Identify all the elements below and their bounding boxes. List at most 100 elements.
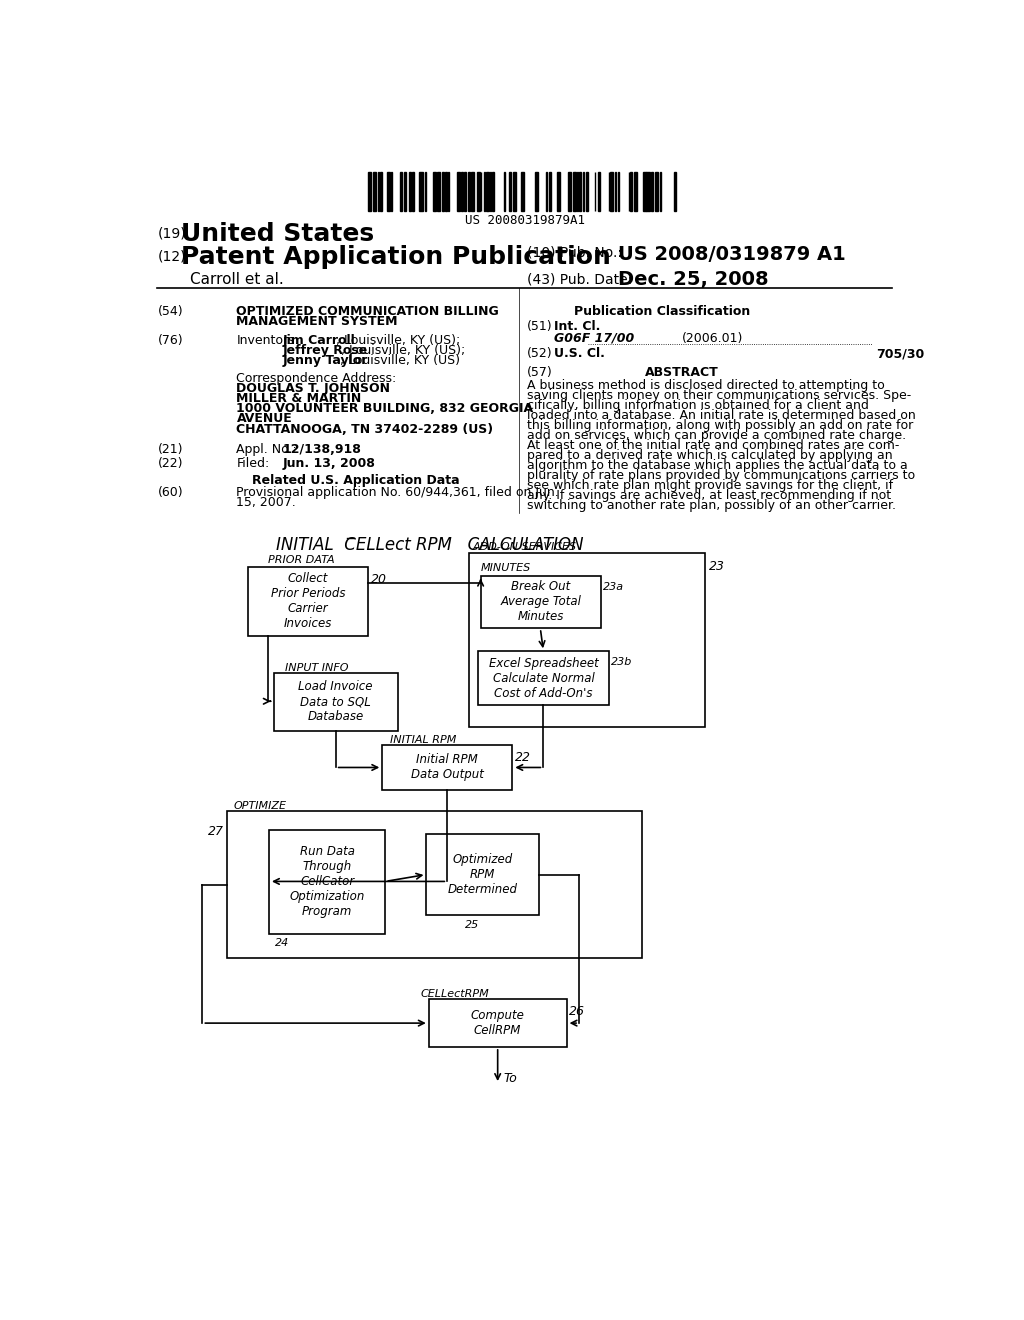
Text: Optimized
RPM
Determined: Optimized RPM Determined [447,854,517,896]
Text: (60): (60) [158,487,183,499]
Text: Jim Carroll: Jim Carroll [283,334,355,347]
Text: Compute
CellRPM: Compute CellRPM [471,1008,524,1038]
Text: Appl. No.:: Appl. No.: [237,444,297,457]
Bar [557,173,560,211]
Text: , Louisville, KY (US);: , Louisville, KY (US); [336,334,460,347]
Text: CELLectRPM: CELLectRPM [421,989,489,999]
Bar [273,673,397,730]
Text: Correspondence Address:: Correspondence Address: [237,372,396,385]
Text: INPUT INFO: INPUT INFO [286,663,349,673]
Text: (52): (52) [527,347,553,360]
Text: 20: 20 [372,573,387,586]
Text: 23a: 23a [603,582,625,591]
Text: Load Invoice
Data to SQL
Database: Load Invoice Data to SQL Database [298,680,373,723]
Bar [579,173,582,211]
Bar [269,830,385,933]
Bar [513,173,515,211]
Bar [486,173,489,211]
Bar [387,173,390,211]
Bar [420,173,423,211]
Text: (2006.01): (2006.01) [682,331,743,345]
Text: (54): (54) [158,305,183,318]
Text: see which rate plan might provide savings for the client, if: see which rate plan might provide saving… [527,479,893,492]
Text: G06F 17/00: G06F 17/00 [554,331,635,345]
Bar [586,173,589,211]
Text: (19): (19) [158,226,186,240]
Bar [568,173,571,211]
Bar [643,173,646,211]
Bar [445,173,446,211]
Bar [598,173,600,211]
Bar [373,173,376,211]
Bar [489,173,492,211]
Text: MINUTES: MINUTES [480,562,530,573]
Text: Int. Cl.: Int. Cl. [554,321,601,333]
Bar [227,812,642,958]
Text: CHATTANOOGA, TN 37402-2289 (US): CHATTANOOGA, TN 37402-2289 (US) [237,422,494,436]
Bar [546,173,547,211]
Text: (12): (12) [158,249,186,263]
Bar [409,173,411,211]
Text: Dec. 25, 2008: Dec. 25, 2008 [617,271,768,289]
Bar [610,173,613,211]
Bar [429,999,566,1047]
Text: Break Out
Average Total
Minutes: Break Out Average Total Minutes [501,581,582,623]
Bar [469,553,706,726]
Text: (10) Pub. No.:: (10) Pub. No.: [527,246,623,260]
Bar [480,576,601,628]
Bar [674,173,676,211]
Bar [464,173,466,211]
Text: this billing information, along with possibly an add on rate for: this billing information, along with pos… [527,418,913,432]
Text: INITIAL RPM: INITIAL RPM [390,735,457,744]
Text: 23b: 23b [611,657,632,668]
Text: OPTIMIZE: OPTIMIZE [233,801,287,812]
Text: 12/138,918: 12/138,918 [283,444,361,457]
Text: Jun. 13, 2008: Jun. 13, 2008 [283,457,376,470]
Text: AVENUE: AVENUE [237,412,292,425]
Text: US 20080319879A1: US 20080319879A1 [465,214,585,227]
Text: 15, 2007.: 15, 2007. [237,496,296,510]
Text: Carroll et al.: Carroll et al. [190,272,284,288]
Bar [412,173,414,211]
Bar [478,651,608,705]
Text: MILLER & MARTIN: MILLER & MARTIN [237,392,361,405]
Text: 1000 VOLUNTEER BUILDING, 832 GEORGIA: 1000 VOLUNTEER BUILDING, 832 GEORGIA [237,403,534,416]
Bar [432,173,435,211]
Text: algorithm to the database which applies the actual data to a: algorithm to the database which applies … [527,459,908,471]
Text: MANAGEMENT SYSTEM: MANAGEMENT SYSTEM [237,314,398,327]
Text: Collect
Prior Periods
Carrier
Invoices: Collect Prior Periods Carrier Invoices [271,572,345,630]
Bar [248,566,369,636]
Text: switching to another rate plan, possibly of an other carrier.: switching to another rate plan, possibly… [527,499,896,512]
Text: any. If savings are achieved, at least recommending if not: any. If savings are achieved, at least r… [527,488,891,502]
Bar [403,173,407,211]
Bar [437,173,440,211]
Bar [572,173,575,211]
Text: Patent Application Publication: Patent Application Publication [180,246,610,269]
Text: saving clients money on their communications services. Spe-: saving clients money on their communicat… [527,388,911,401]
Text: Jenny Taylor: Jenny Taylor [283,354,369,367]
Bar [651,173,653,211]
Text: , Louisville, KY (US): , Louisville, KY (US) [340,354,460,367]
Text: To: To [504,1072,517,1085]
Bar [468,173,470,211]
Text: (21): (21) [158,444,183,457]
Bar [630,173,632,211]
Text: Run Data
Through
CellCator
Optimization
Program: Run Data Through CellCator Optimization … [290,845,365,919]
Text: At least one of the initial rate and combined rates are com-: At least one of the initial rate and com… [527,438,899,451]
Bar [471,173,474,211]
Text: (51): (51) [527,321,553,333]
Text: Publication Classification: Publication Classification [573,305,750,318]
Text: United States: United States [180,222,374,247]
Text: Jeffrey Rose: Jeffrey Rose [283,345,369,356]
Bar [442,173,444,211]
Bar [369,173,371,211]
Text: Filed:: Filed: [237,457,269,470]
Text: Excel Spreadsheet
Calculate Normal
Cost of Add-On's: Excel Spreadsheet Calculate Normal Cost … [488,656,598,700]
Bar [457,173,460,211]
Text: 23: 23 [709,560,724,573]
Bar [617,173,620,211]
Text: OPTIMIZED COMMUNICATION BILLING: OPTIMIZED COMMUNICATION BILLING [237,305,500,318]
Text: 27: 27 [208,825,224,838]
Text: Provisional application No. 60/944,361, filed on Jun.: Provisional application No. 60/944,361, … [237,487,559,499]
Bar [655,173,658,211]
